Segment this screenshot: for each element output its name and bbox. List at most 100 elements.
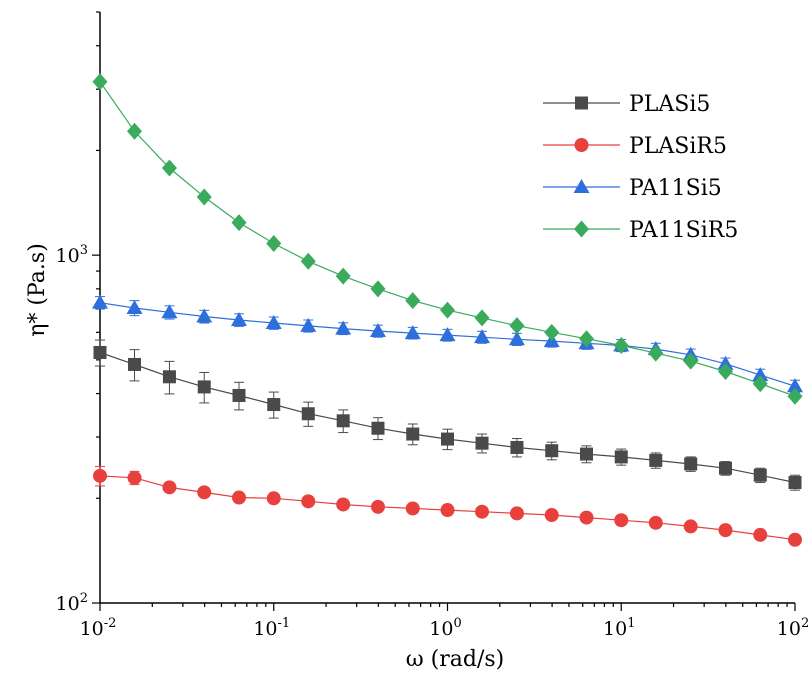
data-point (787, 387, 803, 405)
data-point (440, 503, 455, 518)
data-point (753, 527, 768, 542)
data-point (405, 501, 420, 516)
data-point (197, 380, 211, 394)
data-point (92, 73, 108, 91)
data-point (787, 378, 803, 393)
data-point (93, 345, 107, 359)
legend-item: PLASiR5 (543, 134, 727, 159)
data-point (753, 468, 767, 482)
legend-item: PA11SiR5 (543, 218, 738, 243)
data-point (161, 159, 177, 177)
data-point (232, 490, 247, 505)
series-layer (92, 73, 803, 547)
legend-marker (573, 179, 590, 193)
data-point (232, 388, 246, 402)
data-point (301, 494, 316, 509)
x-axis-ticks: 10-2 10-1 100 101 102 (80, 603, 809, 640)
data-point (474, 329, 491, 344)
data-point (300, 317, 317, 332)
data-point (718, 523, 733, 538)
data-point (197, 485, 212, 500)
data-point (441, 432, 454, 446)
data-point (614, 513, 629, 528)
data-point (683, 519, 698, 534)
data-point (371, 421, 385, 435)
x-axis-title: ω (rad/s) (406, 647, 505, 672)
legend-marker (574, 220, 589, 238)
data-point (580, 447, 594, 461)
legend-item: PLASi5 (543, 92, 710, 117)
data-point (266, 491, 281, 506)
data-point (231, 311, 248, 326)
data-point (684, 457, 698, 471)
data-point (405, 292, 421, 310)
data-point (683, 352, 699, 370)
data-point (369, 323, 386, 338)
data-point (718, 461, 732, 475)
data-point (509, 506, 524, 521)
data-point (267, 398, 281, 412)
data-point (336, 497, 351, 512)
data-point (370, 499, 385, 514)
data-point (544, 323, 560, 341)
data-point (196, 188, 212, 206)
data-point (613, 336, 629, 354)
data-point (788, 532, 802, 547)
x-tick-label: 102 (777, 616, 809, 640)
data-point (404, 325, 421, 340)
data-point (648, 515, 663, 530)
data-point (406, 427, 420, 441)
data-point (161, 304, 178, 319)
legend-item: PA11Si5 (543, 176, 722, 201)
data-point (128, 357, 142, 371)
y-axis-title: η* (Pa.s) (25, 243, 50, 337)
data-point (510, 440, 524, 454)
data-point (300, 252, 316, 270)
data-point (162, 480, 177, 495)
data-point (752, 367, 769, 382)
data-point (440, 301, 455, 319)
data-point (93, 468, 107, 483)
data-point (231, 214, 247, 232)
legend-label: PLASi5 (629, 92, 710, 117)
series-PLASi5 (93, 339, 802, 491)
legend-label: PA11SiR5 (629, 218, 738, 243)
y-axis-ticks: 102 103 (56, 11, 100, 615)
data-point (265, 315, 282, 330)
y-tick-label: 103 (56, 243, 88, 267)
data-point (509, 317, 525, 335)
data-point (717, 355, 734, 370)
data-point (266, 235, 282, 253)
data-point (614, 450, 628, 464)
x-tick-label: 100 (429, 616, 461, 640)
series-PA11SiR5 (92, 73, 803, 405)
data-point (788, 476, 802, 490)
data-point (649, 453, 663, 467)
data-point (579, 510, 594, 525)
data-point (752, 375, 768, 393)
legend-label: PLASiR5 (629, 134, 727, 159)
data-point (162, 370, 176, 384)
data-point (508, 331, 525, 346)
x-tick-label: 101 (603, 616, 635, 640)
data-point (127, 470, 142, 485)
data-point (301, 407, 315, 421)
x-tick-label: 10-1 (253, 616, 290, 640)
data-point (648, 344, 664, 362)
x-tick-label: 10-2 (80, 616, 117, 640)
data-point (475, 436, 489, 450)
data-point (370, 280, 386, 298)
series-PLASiR5 (93, 465, 802, 547)
data-point (439, 327, 456, 342)
legend-marker (574, 138, 589, 152)
data-point (126, 299, 143, 314)
data-point (474, 309, 490, 327)
data-point (545, 444, 559, 458)
data-point (336, 414, 350, 428)
data-point (127, 122, 143, 140)
data-point (717, 362, 733, 380)
data-point (335, 267, 351, 285)
data-point (475, 504, 490, 519)
data-point (579, 330, 595, 348)
